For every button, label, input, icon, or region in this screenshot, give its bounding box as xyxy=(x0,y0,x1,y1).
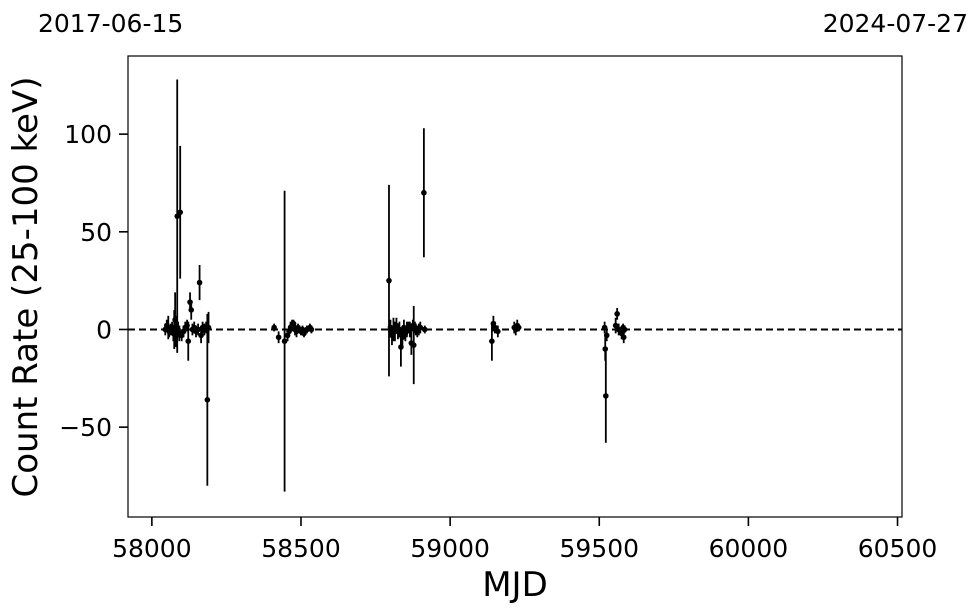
data-point xyxy=(407,326,413,333)
data-point xyxy=(185,338,192,344)
data-point xyxy=(198,332,204,339)
data-point xyxy=(515,324,522,331)
data-point xyxy=(601,324,608,331)
data-point xyxy=(204,396,211,403)
data-point xyxy=(410,342,417,348)
y-tick-label: 50 xyxy=(80,218,112,247)
data-point xyxy=(421,326,428,333)
y-tick-label: 100 xyxy=(64,120,112,149)
y-axis-ticks: −50 0 50 100 xyxy=(59,120,128,442)
x-tick-label: 60000 xyxy=(709,534,789,563)
x-axis-ticks: 58000 58500 59000 59500 60000 60500 xyxy=(112,517,937,563)
data-point xyxy=(195,326,201,333)
data-point xyxy=(620,334,627,341)
data-point xyxy=(188,307,195,313)
data-point xyxy=(205,324,212,331)
data-point xyxy=(614,311,620,317)
x-tick-label: 59000 xyxy=(410,534,490,563)
data-point xyxy=(196,279,203,286)
data-point xyxy=(612,322,619,329)
data-point xyxy=(399,334,406,341)
x-tick-label: 58000 xyxy=(112,534,192,563)
data-point xyxy=(301,330,307,337)
data-point xyxy=(271,324,277,331)
plot-frame xyxy=(127,55,903,518)
data-point xyxy=(492,324,498,331)
data-point xyxy=(417,324,424,331)
top-date-left: 2017-06-15 xyxy=(38,9,183,38)
data-point xyxy=(421,189,427,196)
y-tick-label: 0 xyxy=(96,315,112,344)
x-tick-label: 60500 xyxy=(858,534,938,563)
x-tick-label: 59500 xyxy=(559,534,639,563)
data-point xyxy=(281,338,288,344)
data-point xyxy=(177,209,183,216)
data-point xyxy=(603,393,609,399)
data-point xyxy=(386,277,392,284)
data-point xyxy=(308,326,315,333)
x-axis-title: MJD xyxy=(482,565,548,605)
data-point xyxy=(615,326,622,333)
y-axis-title: Count Rate (25-100 keV) xyxy=(6,77,46,498)
top-date-right: 2024-07-27 xyxy=(823,9,968,38)
x-tick-label: 58500 xyxy=(261,534,341,563)
data-point xyxy=(495,328,501,335)
y-tick-label: −50 xyxy=(59,413,112,442)
data-point xyxy=(489,338,495,344)
data-point xyxy=(275,334,282,341)
data-point xyxy=(174,213,181,219)
data-points-layer xyxy=(162,79,628,492)
data-point xyxy=(621,326,628,333)
data-point xyxy=(603,332,610,339)
